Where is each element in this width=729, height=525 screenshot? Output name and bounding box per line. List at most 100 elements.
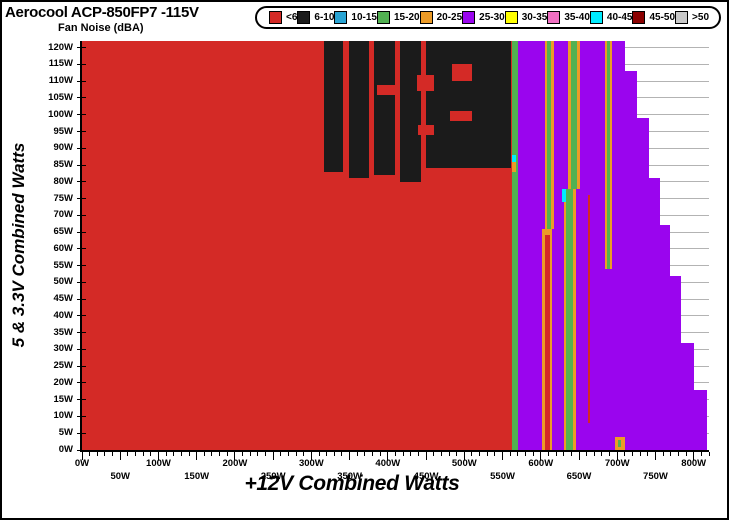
x-tick [425,452,427,460]
x-tick [242,452,244,456]
y-tick-label: 90W [53,142,73,154]
x-tick [624,452,626,456]
legend-swatch [675,11,689,24]
x-tick [150,452,152,456]
x-tick [219,452,221,456]
legend-item: <6 [269,11,297,24]
x-tick-label: 550W [490,471,515,482]
x-tick [654,452,656,460]
heatmap-region-black [426,41,511,169]
x-tick [601,452,603,456]
y-tick [77,265,86,267]
x-tick [670,452,672,456]
y-tick [77,382,86,384]
y-tick [77,281,86,283]
legend-item: >50 [675,11,709,24]
x-tick-label: 600W [528,458,554,469]
y-tick [77,80,86,82]
x-tick [333,452,335,456]
y-tick [77,415,86,417]
legend-label: 15-20 [394,12,420,23]
legend-label: >50 [692,12,710,23]
y-tick-label: 10W [53,410,73,422]
x-tick-label: 300W [298,458,324,469]
heatmap-region-red [418,124,434,135]
x-tick [326,452,328,456]
x-tick [555,452,557,456]
x-tick [410,452,412,456]
x-tick-label: 200W [222,458,248,469]
legend-label: 45-50 [649,12,676,23]
legend: <6 6-10 10-15 15-20 20-25 25-30 30-35 35-40 40-4… [255,6,721,29]
page-title: Aerocool ACP-850FP7 -115V [5,4,199,21]
x-tick [119,452,121,460]
y-tick-label: 0W [58,444,73,455]
y-tick [77,97,86,99]
x-tick [639,452,641,456]
plot-area [82,41,709,450]
legend-label: 35-40 [564,12,590,23]
heatmap-region-red [588,195,591,424]
heatmap-region-green [546,41,552,229]
y-tick-label: 55W [53,259,73,271]
heatmap-region-black [400,41,422,182]
x-tick [280,452,282,456]
x-tick [188,452,190,456]
x-tick [203,452,205,456]
heatmap-region-purple [517,118,649,179]
heatmap-region-green [566,188,573,450]
y-tick-label: 15W [53,393,73,405]
x-tick [318,452,320,456]
x-axis-layer: 0W 100W 200W 300W 400W 500W 600W 700W 800W 50W 150… [75,452,710,512]
x-tick [463,452,465,460]
x-tick [570,452,572,456]
heatmap-region-red [377,84,398,95]
y-tick [77,365,86,367]
y-tick [77,198,86,200]
x-tick [272,452,274,460]
legend-item: 25-30 [462,11,505,24]
x-tick [249,452,251,456]
y-tick [77,399,86,401]
x-tick [586,452,588,456]
x-tick [433,452,435,456]
x-tick [616,452,618,460]
heatmap-region-red [449,111,472,122]
legend-label: 10-15 [351,12,377,23]
heatmap-region-red [416,74,434,92]
legend-item: 10-15 [334,11,377,24]
heatmap-region-green [618,439,622,447]
y-tick [77,47,86,49]
x-tick [234,452,236,460]
legend-swatch [547,11,561,24]
y-tick-label: 115W [48,58,73,70]
y-tick [77,449,86,451]
y-tick-label: 50W [53,276,73,288]
x-tick [693,452,695,460]
legend-label: <6 [286,12,298,23]
x-tick-label: 350W [337,471,363,482]
y-tick-label: 110W [48,75,73,87]
x-tick [372,452,374,456]
x-tick [708,452,710,456]
heatmap-region-black [374,41,396,176]
y-tick-label: 20W [53,376,73,388]
y-tick [77,181,86,183]
y-tick [77,131,86,133]
x-tick [356,452,358,456]
y-tick [77,332,86,334]
legend-swatch [297,11,311,24]
heatmap-region-orange [511,161,516,172]
y-tick [77,147,86,149]
x-tick-label: 100W [146,458,171,469]
x-tick [632,452,634,456]
x-tick [265,452,266,456]
y-tick-label: 30W [53,343,73,355]
heatmap-region-green [511,41,518,450]
legend-swatch [462,11,476,24]
y-tick-label: 65W [53,226,73,238]
legend-item: 30-35 [504,11,547,24]
x-tick [211,452,213,456]
x-tick-label: 400W [375,458,401,469]
y-tick [77,214,86,216]
